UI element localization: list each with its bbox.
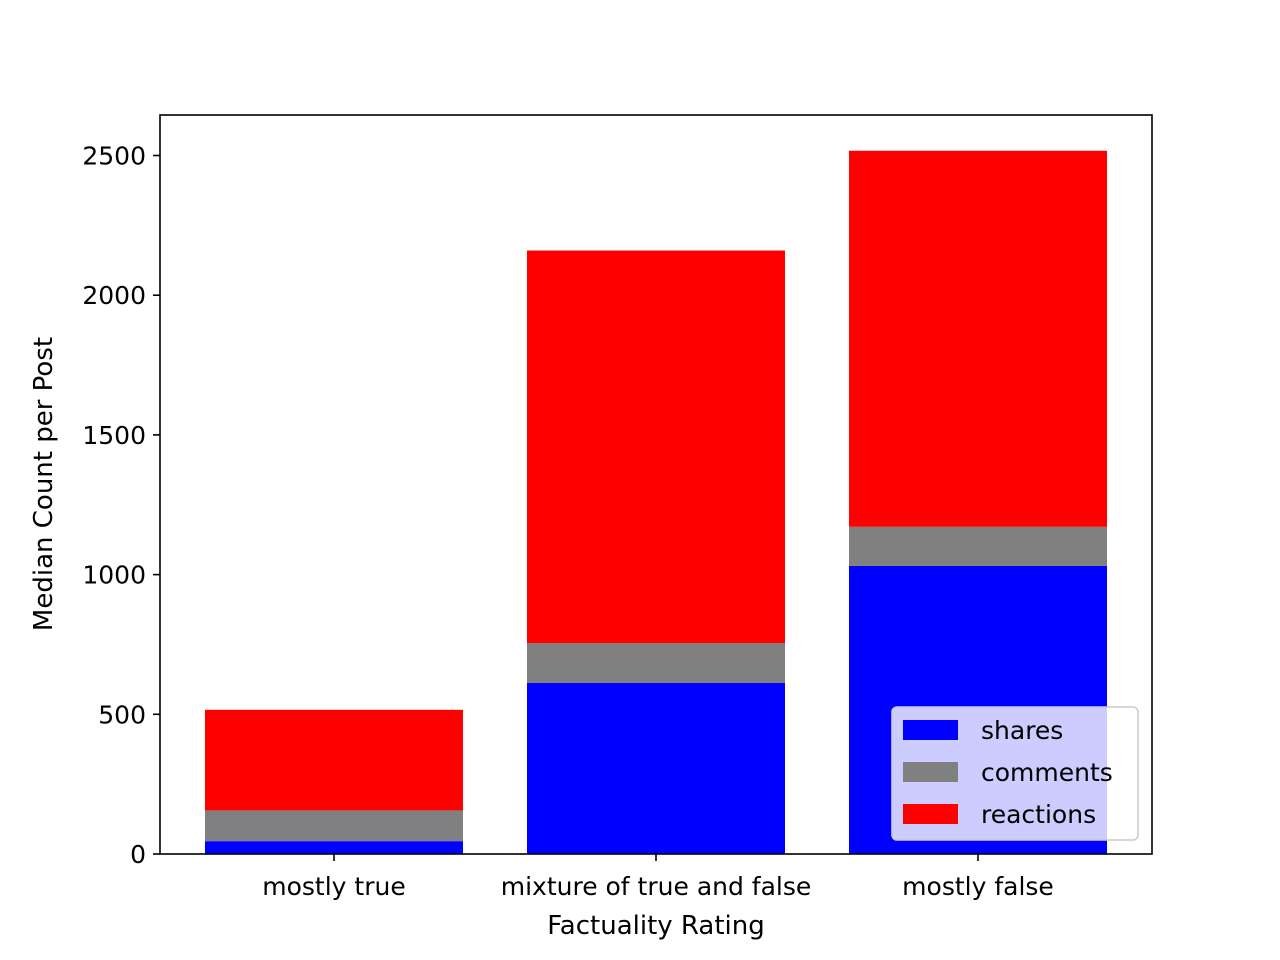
legend-swatch-comments	[903, 762, 958, 782]
bar-comments-0	[205, 810, 463, 842]
y-tick-label: 500	[98, 700, 146, 729]
legend-entries: shares comments reactions	[903, 716, 1113, 829]
bar-shares-0	[205, 841, 463, 854]
legend-swatch-shares	[903, 720, 958, 740]
y-axis-label: Median Count per Post	[29, 337, 59, 631]
bar-reactions-0	[205, 709, 463, 811]
legend-swatch-reactions	[903, 804, 958, 824]
bar-shares-1	[527, 683, 785, 854]
y-tick-label: 2500	[82, 142, 146, 171]
x-tick-label: mixture of true and false	[501, 872, 812, 901]
y-tick-label: 1500	[82, 421, 146, 450]
x-tick-label: mostly true	[262, 872, 405, 901]
x-axis: mostly true mixture of true and false most…	[262, 854, 1054, 901]
y-tick-label: 1000	[82, 561, 146, 590]
legend-label-comments: comments	[981, 758, 1113, 787]
legend-label-reactions: reactions	[981, 800, 1096, 829]
bar-reactions-1	[527, 250, 785, 644]
bar-reactions-2	[849, 150, 1107, 527]
x-tick-label: mostly false	[902, 872, 1054, 901]
legend: shares comments reactions	[891, 706, 1139, 841]
legend-label-shares: shares	[981, 716, 1063, 745]
x-axis-label: Factuality Rating	[547, 911, 765, 941]
bar-comments-1	[527, 643, 785, 684]
bar-comments-2	[849, 526, 1107, 566]
y-tick-label: 2000	[82, 281, 146, 310]
y-tick-label: 0	[130, 840, 146, 869]
y-axis: 0 500 1000 1500 2000 2500	[82, 142, 160, 869]
